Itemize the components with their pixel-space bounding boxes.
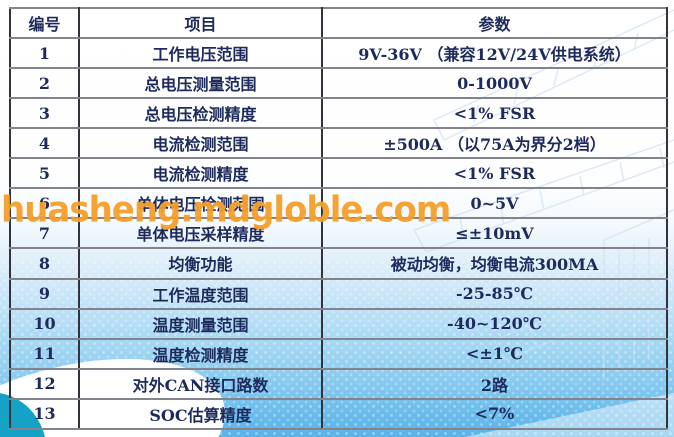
table-row: 9 工作温度范围 -25-85℃	[9, 277, 668, 310]
item-cell: 电流检测精度	[78, 157, 323, 190]
watermark: huasheng.mdgloble.com	[1, 189, 451, 231]
row-number-cell: 9	[9, 277, 80, 310]
table-row: 7 单体电压采样精度 ≤±10mV	[9, 217, 668, 250]
row-number-cell: 13	[9, 397, 80, 431]
item-cell: SOC估算精度	[78, 397, 323, 431]
spec-table: 编号 项目 参数 1 工作电压范围 9V-36V （兼容12V/24V供电系统） 2 总…	[9, 7, 668, 431]
item-cell: 温度检测精度	[78, 337, 323, 370]
item-cell: 温度测量范围	[78, 307, 323, 340]
row-number-cell: 12	[9, 367, 80, 400]
item-cell: 对外CAN接口路数	[78, 367, 323, 400]
param-cell: <1% FSR	[321, 157, 668, 190]
param-cell: 被动均衡，均衡电流300MA	[321, 247, 668, 280]
header-item: 项目	[78, 7, 323, 39]
item-cell: 工作电压范围	[78, 36, 323, 70]
row-number-cell: 7	[9, 217, 80, 250]
param-cell: <7%	[321, 397, 668, 431]
param-cell: ±500A （以75A为界分2档）	[321, 127, 668, 160]
table-row: 2 总电压测量范围 0-1000V	[9, 67, 668, 100]
table-row: 3 总电压检测精度 <1% FSR	[9, 97, 668, 130]
table-row: 12 对外CAN接口路数 2路	[9, 367, 668, 400]
param-cell: 0~5V	[321, 187, 668, 220]
item-cell: 工作温度范围	[78, 277, 323, 310]
table-row: 6 单体电压检测范围 0~5V	[9, 187, 668, 220]
item-cell: 电流检测范围	[78, 127, 323, 160]
item-cell: 均衡功能	[78, 247, 323, 280]
row-number-cell: 6	[9, 187, 80, 220]
param-cell: 9V-36V （兼容12V/24V供电系统）	[321, 36, 668, 70]
header-row: 编号 项目 参数	[9, 7, 668, 39]
table-row: 5 电流检测精度 <1% FSR	[9, 157, 668, 190]
item-cell: 单体电压检测范围	[78, 187, 323, 220]
row-number-cell: 10	[9, 307, 80, 340]
param-cell: ≤±10mV	[321, 217, 668, 250]
row-number-cell: 3	[9, 97, 80, 130]
table-row: 11 温度检测精度 <±1℃	[9, 337, 668, 370]
row-number-cell: 11	[9, 337, 80, 370]
item-cell: 总电压检测精度	[78, 97, 323, 130]
param-cell: <1% FSR	[321, 97, 668, 130]
row-number-cell: 5	[9, 157, 80, 190]
header-number: 编号	[9, 7, 80, 39]
param-cell: -40~120℃	[321, 307, 668, 340]
table-row: 10 温度测量范围 -40~120℃	[9, 307, 668, 340]
table-row: 13 SOC估算精度 <7%	[9, 397, 668, 431]
header-param: 参数	[321, 7, 668, 39]
param-cell: <±1℃	[321, 337, 668, 370]
row-number-cell: 2	[9, 67, 80, 100]
param-cell: 0-1000V	[321, 67, 668, 100]
param-cell: -25-85℃	[321, 277, 668, 310]
row-number-cell: 8	[9, 247, 80, 280]
row-number-cell: 4	[9, 127, 80, 160]
spec-table-body: 1 工作电压范围 9V-36V （兼容12V/24V供电系统） 2 总电压测量范围 0-1…	[9, 36, 668, 431]
table-row: 1 工作电压范围 9V-36V （兼容12V/24V供电系统）	[9, 36, 668, 70]
table-row: 8 均衡功能 被动均衡，均衡电流300MA	[9, 247, 668, 280]
item-cell: 总电压测量范围	[78, 67, 323, 100]
item-cell: 单体电压采样精度	[78, 217, 323, 250]
table-row: 4 电流检测范围 ±500A （以75A为界分2档）	[9, 127, 668, 160]
row-number-cell: 1	[9, 36, 80, 70]
param-cell: 2路	[321, 367, 668, 400]
